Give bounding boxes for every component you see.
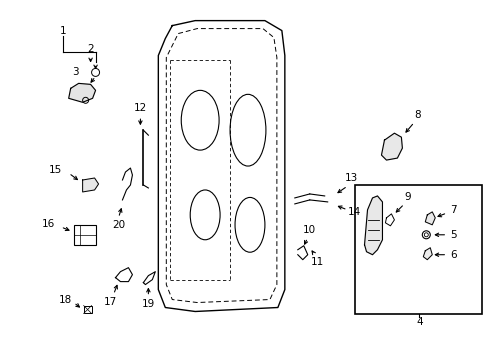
Text: 16: 16 — [42, 219, 55, 229]
Polygon shape — [82, 178, 99, 192]
Polygon shape — [381, 133, 402, 160]
Text: 9: 9 — [403, 192, 410, 202]
Text: 4: 4 — [415, 318, 422, 328]
Text: 20: 20 — [112, 220, 125, 230]
Text: 12: 12 — [134, 103, 147, 113]
Text: 13: 13 — [344, 173, 358, 183]
Text: 3: 3 — [72, 67, 79, 77]
Text: 10: 10 — [303, 225, 316, 235]
Text: 8: 8 — [413, 110, 420, 120]
Polygon shape — [423, 248, 431, 260]
Text: 17: 17 — [103, 297, 117, 306]
Bar — [83, 306, 91, 314]
Polygon shape — [425, 212, 434, 225]
Text: 15: 15 — [49, 165, 62, 175]
Bar — [354, 185, 481, 315]
Text: 18: 18 — [59, 294, 72, 305]
Text: 5: 5 — [449, 230, 456, 240]
Text: 6: 6 — [449, 250, 456, 260]
Bar — [74, 225, 95, 245]
Text: 1: 1 — [59, 26, 66, 36]
Text: 2: 2 — [87, 44, 94, 54]
Text: 19: 19 — [142, 298, 155, 309]
Polygon shape — [364, 196, 382, 255]
Text: 11: 11 — [310, 257, 324, 267]
Text: 7: 7 — [449, 205, 456, 215]
Polygon shape — [68, 84, 95, 102]
Text: 14: 14 — [347, 207, 361, 217]
